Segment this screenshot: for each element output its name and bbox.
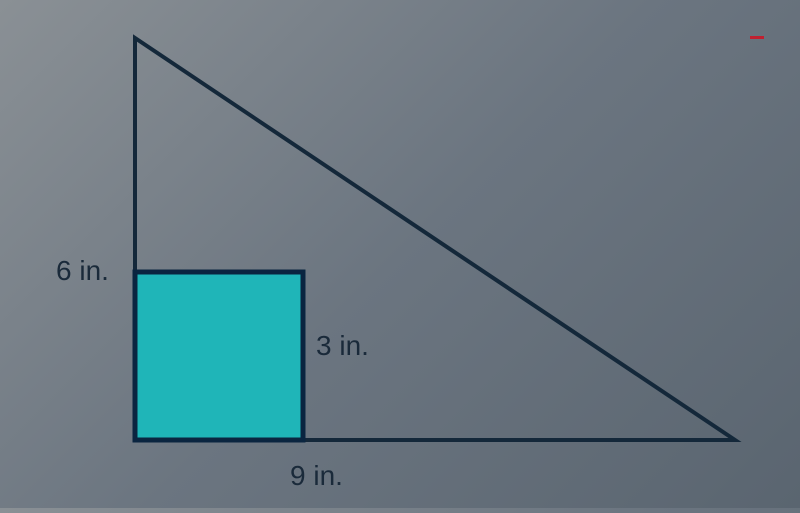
label-9in: 9 in. bbox=[290, 460, 343, 492]
label-3in: 3 in. bbox=[316, 330, 369, 362]
geometry-diagram: 6 in. 3 in. 9 in. bbox=[0, 0, 800, 508]
red-cursor-mark bbox=[750, 36, 764, 39]
diagram-svg bbox=[0, 0, 800, 508]
label-6in: 6 in. bbox=[56, 255, 109, 287]
inner-square bbox=[135, 272, 303, 440]
